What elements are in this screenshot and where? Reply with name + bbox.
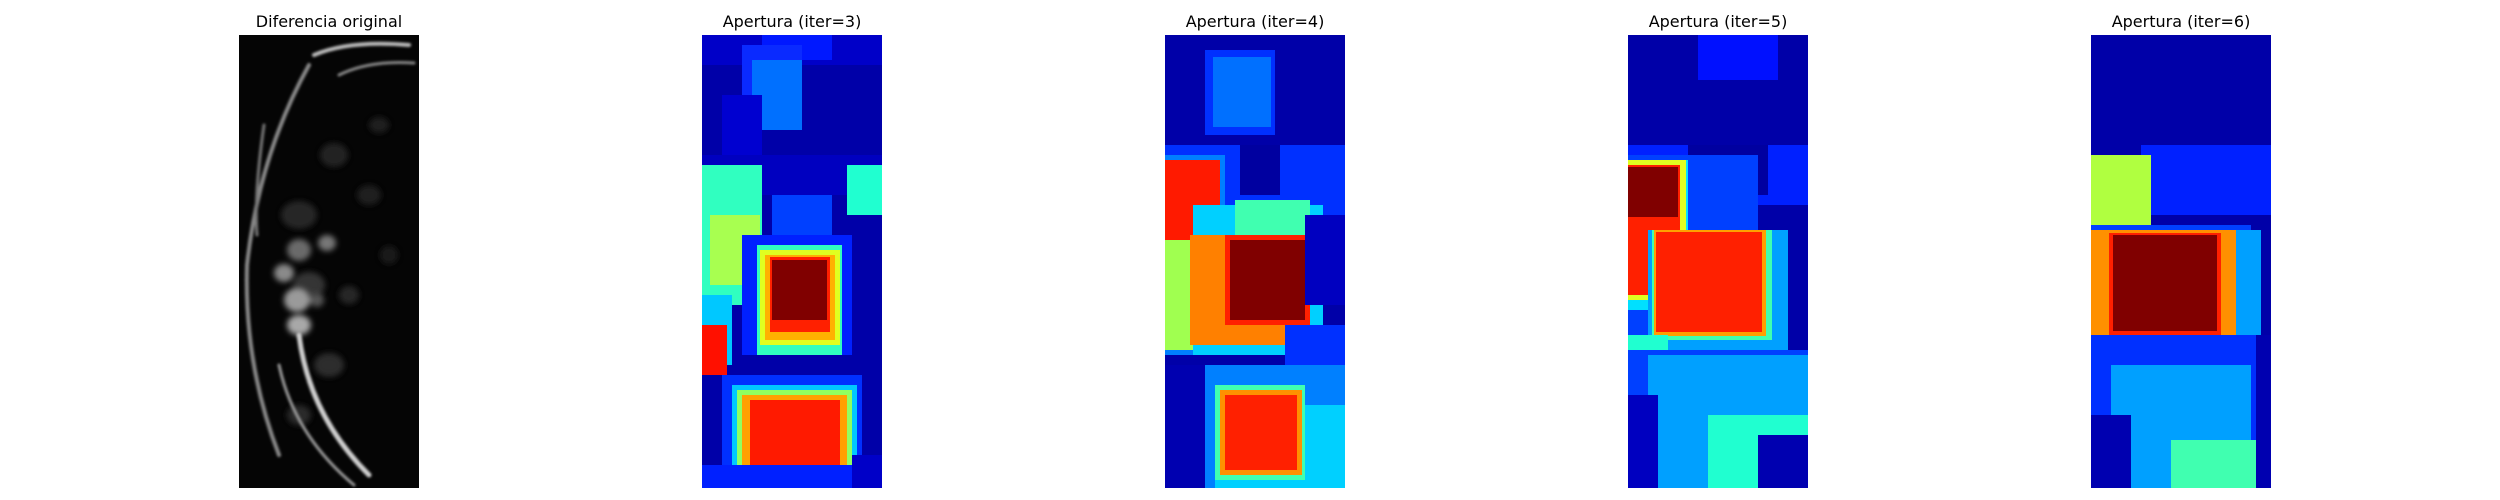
opening-iter-6-heatmap bbox=[2091, 35, 2271, 488]
panel-iter-6: Apertura (iter=6) bbox=[2091, 0, 2271, 500]
panel-iter-5: Apertura (iter=5) bbox=[1628, 0, 1808, 500]
panel-title: Apertura (iter=5) bbox=[1648, 12, 1788, 31]
panel-title: Apertura (iter=6) bbox=[2111, 12, 2251, 31]
opening-iter-5-heatmap bbox=[1628, 35, 1808, 488]
panel-title: Apertura (iter=4) bbox=[1185, 12, 1325, 31]
panel-title: Apertura (iter=3) bbox=[722, 12, 862, 31]
opening-iter-4-heatmap bbox=[1165, 35, 1345, 488]
panel-iter-3: Apertura (iter=3) bbox=[702, 0, 882, 500]
original-difference-image bbox=[239, 35, 419, 488]
panel-title: Diferencia original bbox=[255, 12, 403, 31]
opening-iter-3-heatmap bbox=[702, 35, 882, 488]
panel-iter-4: Apertura (iter=4) bbox=[1165, 0, 1345, 500]
panel-original: Diferencia original bbox=[239, 0, 419, 500]
